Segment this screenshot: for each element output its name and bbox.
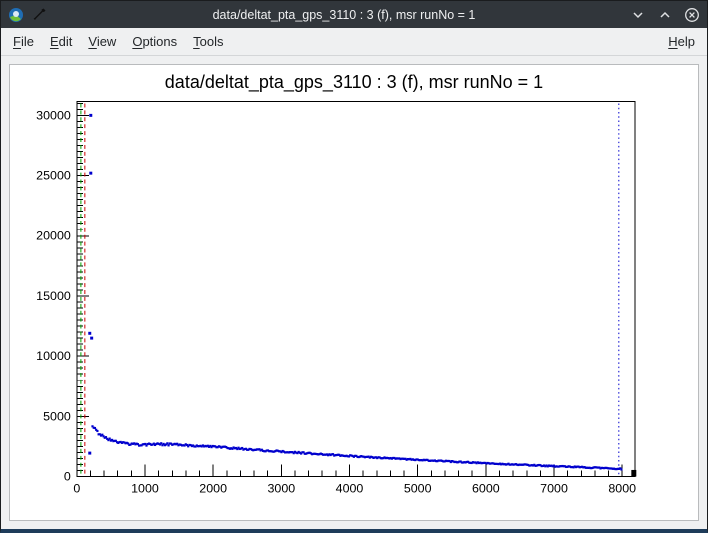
svg-text:25000: 25000 xyxy=(36,169,71,183)
menu-mnemonic: H xyxy=(668,34,678,49)
menubar: File Edit View Options Tools Help xyxy=(1,28,707,56)
menu-edit[interactable]: Edit xyxy=(49,34,73,49)
svg-text:0: 0 xyxy=(64,470,71,484)
root-canvas[interactable]: data/deltat_pta_gps_3110 : 3 (f), msr ru… xyxy=(9,64,699,521)
minimize-button[interactable] xyxy=(629,6,647,24)
window-titlebar[interactable]: data/deltat_pta_gps_3110 : 3 (f), msr ru… xyxy=(1,1,707,28)
svg-text:0: 0 xyxy=(73,481,80,495)
root-logo-icon xyxy=(7,6,24,23)
histogram-plot[interactable]: 0 1000 2000 3000 4000 5000 6000 7000 8000 0 5000 10… xyxy=(10,65,698,520)
svg-text:5000: 5000 xyxy=(404,481,432,495)
menu-file[interactable]: File xyxy=(13,34,34,49)
plot-title: data/deltat_pta_gps_3110 : 3 (f), msr ru… xyxy=(164,72,544,92)
titlebar-controls xyxy=(629,6,701,24)
tick-labels: 0 1000 2000 3000 4000 5000 6000 7000 8000 0 5000 10… xyxy=(36,108,636,495)
menu-mnemonic: F xyxy=(13,34,21,49)
data-markers xyxy=(88,113,623,471)
menu-view[interactable]: View xyxy=(88,34,117,49)
svg-text:10000: 10000 xyxy=(36,349,71,363)
menu-options[interactable]: Options xyxy=(132,34,178,49)
window-title: data/deltat_pta_gps_3110 : 3 (f), msr ru… xyxy=(212,7,476,22)
svg-text:5000: 5000 xyxy=(43,409,71,423)
menu-mnemonic: V xyxy=(88,34,97,49)
overflow-marker xyxy=(631,469,637,477)
menu-mnemonic: O xyxy=(132,34,143,49)
svg-text:7000: 7000 xyxy=(540,481,568,495)
svg-text:1000: 1000 xyxy=(131,481,159,495)
menu-tools[interactable]: Tools xyxy=(193,34,224,49)
svg-text:3000: 3000 xyxy=(267,481,295,495)
svg-text:8000: 8000 xyxy=(608,481,636,495)
svg-text:15000: 15000 xyxy=(36,289,71,303)
svg-text:30000: 30000 xyxy=(36,108,71,122)
svg-text:20000: 20000 xyxy=(36,229,71,243)
svg-text:4000: 4000 xyxy=(336,481,364,495)
svg-text:2000: 2000 xyxy=(199,481,227,495)
menu-mnemonic: T xyxy=(193,34,200,49)
menu-help[interactable]: Help xyxy=(668,34,695,49)
maximize-button[interactable] xyxy=(656,6,674,24)
svg-text:6000: 6000 xyxy=(472,481,500,495)
menu-mnemonic: E xyxy=(49,34,59,49)
close-button[interactable] xyxy=(683,6,701,24)
canvas-area: data/deltat_pta_gps_3110 : 3 (f), msr ru… xyxy=(1,56,707,529)
wrench-icon xyxy=(31,6,48,23)
axes xyxy=(76,101,636,478)
titlebar-icons xyxy=(7,6,48,23)
